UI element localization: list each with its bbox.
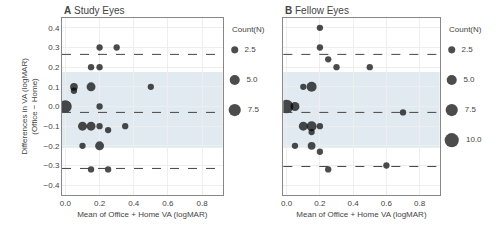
svg-text:0.8: 0.8 — [414, 199, 426, 208]
svg-text:0.1: 0.1 — [48, 83, 60, 92]
svg-text:0.6: 0.6 — [162, 199, 174, 208]
svg-text:0.4: 0.4 — [48, 24, 60, 33]
svg-text:A Study Eyes: A Study Eyes — [64, 5, 125, 16]
svg-text:0.6: 0.6 — [381, 199, 393, 208]
svg-text:2.5: 2.5 — [457, 45, 473, 54]
svg-text:Mean of Office + Home VA (logM: Mean of Office + Home VA (logMAR) — [296, 210, 427, 219]
svg-text:7.5: 7.5 — [460, 105, 476, 114]
svg-text:2.5: 2.5 — [240, 45, 256, 54]
svg-text:0.2: 0.2 — [314, 199, 326, 208]
svg-text:Count(N): Count(N) — [232, 25, 265, 34]
svg-text:Count(N): Count(N) — [449, 25, 482, 34]
svg-text:−0.3: −0.3 — [44, 161, 60, 170]
svg-text:0.4: 0.4 — [348, 199, 360, 208]
svg-text:5.0: 5.0 — [459, 75, 475, 84]
svg-text:10.0: 10.0 — [462, 135, 483, 144]
svg-text:0.2: 0.2 — [94, 199, 106, 208]
svg-text:0.0: 0.0 — [281, 199, 293, 208]
svg-text:7.5: 7.5 — [243, 105, 259, 114]
svg-text:0.2: 0.2 — [48, 63, 60, 72]
svg-text:Differences in VA (logMAR)(Off: Differences in VA (logMAR)(Office − Home… — [20, 58, 39, 155]
svg-text:0.0: 0.0 — [48, 102, 60, 111]
svg-text:0.0: 0.0 — [60, 199, 72, 208]
svg-text:0.4: 0.4 — [128, 199, 140, 208]
svg-text:−0.4: −0.4 — [44, 181, 60, 190]
svg-text:B Fellow Eyes: B Fellow Eyes — [285, 5, 349, 16]
svg-text:0.8: 0.8 — [197, 199, 209, 208]
svg-text:−0.1: −0.1 — [44, 122, 60, 131]
svg-text:0.3: 0.3 — [48, 43, 60, 52]
svg-text:5.0: 5.0 — [242, 75, 258, 84]
svg-text:−0.2: −0.2 — [44, 142, 60, 151]
svg-text:Mean of Office + Home VA (logM: Mean of Office + Home VA (logMAR) — [77, 210, 208, 219]
